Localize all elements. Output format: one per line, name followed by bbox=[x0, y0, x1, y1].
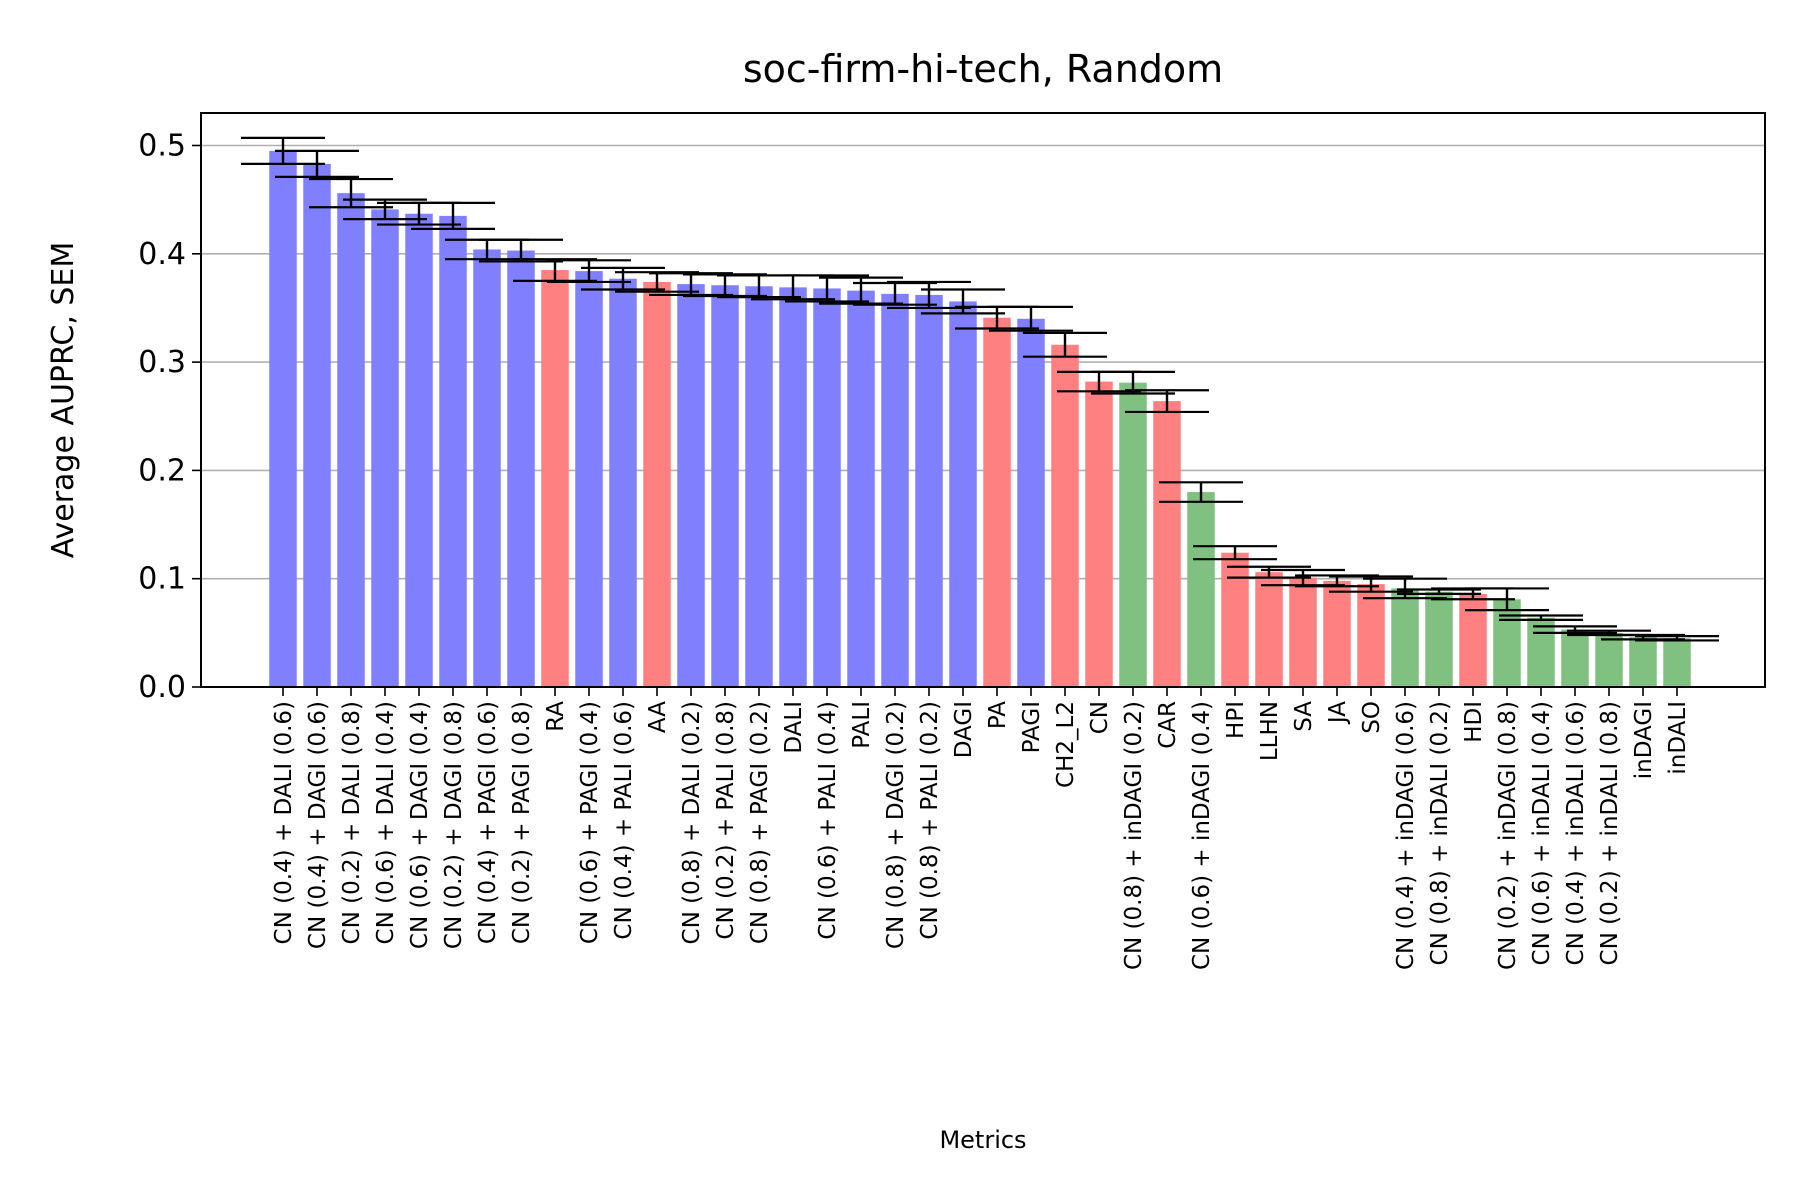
bar bbox=[745, 286, 773, 687]
x-tick-label: CN (0.4) + DALI (0.6) bbox=[271, 701, 297, 944]
y-tick-label: 0.3 bbox=[138, 345, 186, 380]
bar bbox=[983, 317, 1011, 687]
x-tick-label: CN (0.4) + inDALI (0.6) bbox=[1563, 701, 1589, 965]
bar bbox=[1187, 492, 1215, 687]
x-tick-label: CN (0.6) + DAGI (0.4) bbox=[407, 701, 433, 949]
x-tick-label: CN (0.8) + PALI (0.2) bbox=[917, 701, 943, 940]
bar bbox=[1051, 344, 1079, 687]
bar bbox=[371, 209, 399, 687]
bar bbox=[1425, 591, 1453, 687]
bar bbox=[269, 150, 297, 688]
bar bbox=[1493, 599, 1521, 687]
bar bbox=[303, 163, 331, 688]
y-tick-label: 0.1 bbox=[138, 562, 186, 597]
bar bbox=[541, 270, 569, 687]
x-tick-label: CN (0.2) + DAGI (0.8) bbox=[441, 701, 467, 949]
bar bbox=[1289, 577, 1317, 687]
bar bbox=[1595, 632, 1623, 687]
x-tick-label: CN (0.4) + PAGI (0.6) bbox=[475, 701, 501, 944]
x-tick-label: CN (0.2) + DALI (0.8) bbox=[339, 701, 365, 944]
bar bbox=[1153, 401, 1181, 687]
x-tick-label: LLHN bbox=[1257, 701, 1283, 761]
bar bbox=[439, 215, 467, 688]
bar bbox=[711, 285, 739, 687]
y-tick-label: 0.2 bbox=[138, 453, 186, 488]
x-tick-label: CN (0.6) + inDAGI (0.4) bbox=[1189, 701, 1215, 970]
plot-area-frame bbox=[200, 112, 1766, 688]
chart-title: soc-firm-hi-tech, Random bbox=[743, 47, 1223, 91]
x-tick-label: CN (0.4) + DAGI (0.6) bbox=[305, 701, 331, 949]
bar bbox=[915, 294, 943, 687]
y-axis-label: Average AUPRC, SEM bbox=[46, 242, 81, 559]
bar bbox=[405, 213, 433, 687]
y-tick-label: 0.5 bbox=[138, 128, 186, 163]
bars bbox=[269, 150, 1691, 688]
x-tick-label: SA bbox=[1291, 701, 1317, 732]
x-tick-label: RA bbox=[543, 701, 569, 732]
bar bbox=[949, 301, 977, 687]
bar bbox=[1017, 318, 1045, 687]
x-tick-label: inDALI bbox=[1665, 701, 1691, 775]
bar bbox=[847, 290, 875, 687]
bar bbox=[1119, 382, 1147, 687]
x-tick-label: CN (0.8) + inDAGI (0.2) bbox=[1121, 701, 1147, 970]
x-tick-label: CN (0.4) + PALI (0.6) bbox=[611, 701, 637, 940]
x-tick-label: CN (0.6) + inDALI (0.4) bbox=[1529, 701, 1555, 965]
x-tick-label: CN (0.6) + PALI (0.4) bbox=[815, 701, 841, 940]
y-axis-ticks: 0.0 0.1 0.2 0.3 0.4 0.5 bbox=[138, 128, 201, 705]
y-tick-label: 0.0 bbox=[138, 670, 186, 705]
x-tick-label: HPI bbox=[1223, 701, 1249, 739]
y-tick-label: 0.4 bbox=[138, 237, 186, 272]
bar bbox=[1629, 637, 1657, 687]
x-tick-label: CN (0.8) + PAGI (0.2) bbox=[747, 701, 773, 944]
x-tick-label: JA bbox=[1325, 701, 1351, 725]
bar bbox=[507, 250, 535, 687]
bar bbox=[609, 278, 637, 687]
x-tick-label: SO bbox=[1359, 701, 1385, 734]
bar bbox=[1357, 584, 1385, 687]
bar bbox=[813, 288, 841, 687]
x-tick-label: AA bbox=[645, 701, 671, 733]
x-tick-label: CN (0.8) + inDALI (0.2) bbox=[1427, 701, 1453, 965]
x-tick-label: PA bbox=[985, 701, 1011, 729]
x-tick-label: PAGI bbox=[1019, 701, 1045, 753]
bar bbox=[1561, 629, 1589, 687]
bar bbox=[779, 287, 807, 687]
bar bbox=[1459, 593, 1487, 687]
error-bars bbox=[241, 136, 1719, 642]
x-tick-label: CN (0.8) + DAGI (0.2) bbox=[883, 701, 909, 949]
bar bbox=[1255, 572, 1283, 687]
x-axis-ticks: CN (0.4) + DALI (0.6) CN (0.4) + DAGI (0.… bbox=[271, 687, 1691, 970]
bar bbox=[1527, 617, 1555, 687]
bar bbox=[1323, 580, 1351, 687]
x-tick-label: CN (0.2) + inDAGI (0.8) bbox=[1495, 701, 1521, 970]
bar bbox=[575, 271, 603, 687]
bar bbox=[1085, 381, 1113, 687]
x-axis-label: Metrics bbox=[939, 1126, 1026, 1154]
x-tick-label: HDI bbox=[1461, 701, 1487, 743]
x-tick-label: CAR bbox=[1155, 701, 1181, 749]
x-tick-label: PALI bbox=[849, 701, 875, 749]
x-tick-label: DALI bbox=[781, 701, 807, 754]
x-tick-label: CH2_L2 bbox=[1053, 701, 1079, 788]
x-tick-label: CN (0.2) + inDALI (0.8) bbox=[1597, 701, 1623, 965]
x-tick-label: CN (0.2) + PALI (0.8) bbox=[713, 701, 739, 940]
bar bbox=[1663, 638, 1691, 687]
x-tick-label: CN (0.6) + DALI (0.4) bbox=[373, 701, 399, 944]
x-tick-label: DAGI bbox=[951, 701, 977, 758]
x-tick-label: inDAGI bbox=[1631, 701, 1657, 779]
bar bbox=[643, 281, 671, 687]
bar bbox=[337, 193, 365, 687]
x-tick-label: CN (0.6) + PAGI (0.4) bbox=[577, 701, 603, 944]
x-tick-label: CN (0.8) + DALI (0.2) bbox=[679, 701, 705, 944]
x-tick-label: CN (0.4) + inDAGI (0.6) bbox=[1393, 701, 1419, 970]
bar bbox=[677, 284, 705, 687]
bar bbox=[1391, 588, 1419, 687]
bar bbox=[1221, 552, 1249, 687]
bar bbox=[473, 249, 501, 687]
bar bbox=[881, 293, 909, 687]
x-tick-label: CN bbox=[1087, 701, 1113, 734]
x-tick-label: CN (0.2) + PAGI (0.8) bbox=[509, 701, 535, 944]
